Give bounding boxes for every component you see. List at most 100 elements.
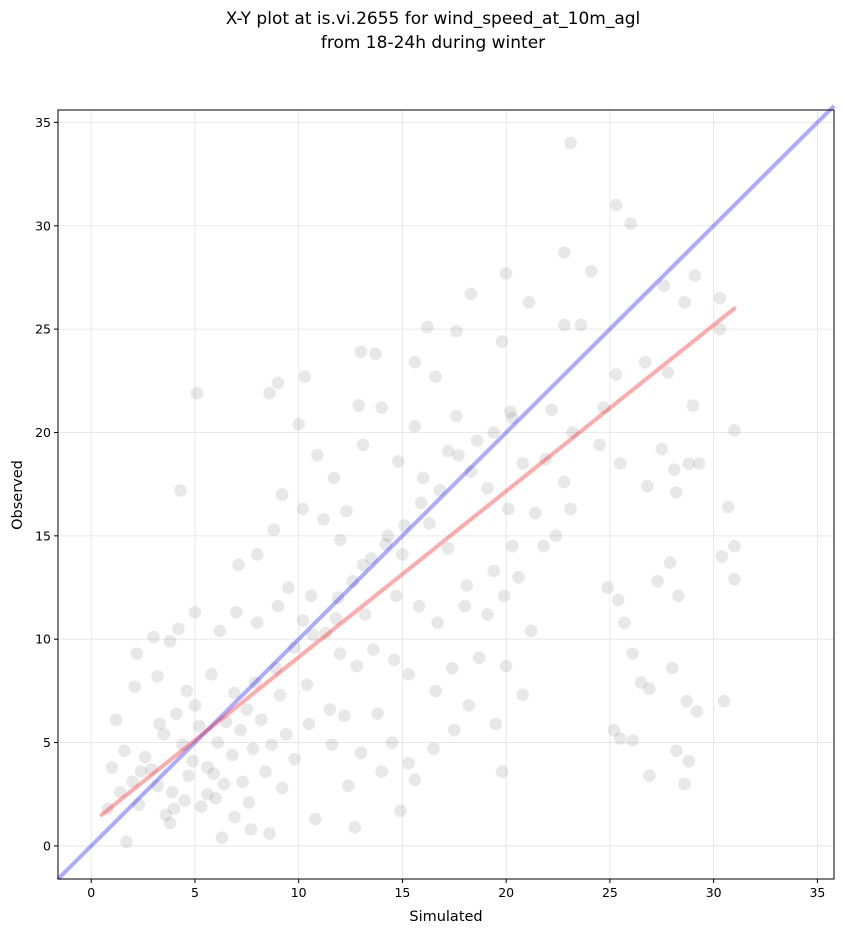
scatter-point (113, 785, 127, 799)
scatter-point (516, 457, 530, 470)
scatter-point (396, 548, 409, 561)
scatter-point (296, 614, 310, 627)
scatter-point (524, 624, 538, 638)
scatter-point (460, 579, 474, 592)
scatter-point (348, 821, 362, 834)
scatter-point (215, 831, 229, 844)
scatter-point (304, 589, 318, 603)
scatter-point (207, 767, 220, 780)
scatter-point (450, 409, 463, 423)
x-axis-ticks: 0 5 10 15 20 25 30 35 (87, 879, 825, 900)
scatter-point (358, 608, 372, 621)
scatter-point (217, 777, 231, 791)
scatter-point (721, 500, 735, 514)
scatter-point (667, 463, 681, 476)
scatter-point (225, 748, 239, 762)
scatter-point (497, 589, 511, 603)
scatter-point (105, 761, 119, 774)
scatter-point (182, 769, 196, 782)
scatter-point (717, 694, 731, 708)
scatter-point (371, 707, 384, 720)
scatter-point (352, 399, 366, 412)
x-tick-label: 35 (809, 885, 825, 900)
scatter-point (613, 732, 627, 745)
scatter-point (387, 653, 401, 667)
scatter-point (655, 442, 669, 456)
scatter-point (288, 752, 301, 766)
scatter-point (169, 707, 183, 720)
scatter-point (626, 734, 640, 747)
scatter-point (433, 484, 447, 497)
scatter-point (356, 438, 370, 452)
scatter-point (234, 723, 247, 737)
scatter-point (528, 506, 542, 520)
scatter-point (282, 581, 295, 594)
chart-title: X-Y plot at is.vi.2655 for wind_speed_at… (226, 9, 641, 53)
scatter-point (319, 626, 332, 640)
scatter-point (537, 539, 550, 553)
y-tick-label: 25 (35, 322, 51, 337)
scatter-point (176, 738, 189, 751)
scatter-point (323, 703, 337, 716)
scatter-point (240, 703, 254, 716)
scatter-point (132, 798, 146, 811)
scatter-point (342, 779, 355, 793)
x-tick-label: 30 (706, 885, 722, 900)
scatter-point (412, 599, 426, 613)
scatter-point (263, 827, 276, 840)
scatter-point (236, 775, 249, 789)
scatter-point (163, 816, 177, 830)
scatter-points (101, 136, 741, 849)
scatter-point (346, 575, 359, 588)
scatter-point (429, 370, 442, 383)
scatter-point (356, 558, 370, 572)
scatter-point (147, 630, 160, 644)
scatter-point (329, 612, 343, 625)
scatter-point (423, 517, 436, 530)
scatter-point (611, 593, 625, 607)
grid-lines (58, 110, 834, 879)
scatter-point (255, 713, 268, 727)
scatter-point (557, 318, 571, 332)
scatter-point (458, 599, 471, 613)
scatter-point (651, 575, 664, 588)
scatter-point (394, 804, 407, 818)
chart-title-line-2: from 18-24h during winter (321, 33, 545, 53)
scatter-point (244, 823, 258, 836)
scatter-point (219, 715, 233, 729)
scatter-point (130, 647, 144, 660)
scatter-point (398, 519, 411, 532)
scatter-point (624, 217, 637, 230)
scatter-point (574, 318, 588, 332)
scatter-point (365, 552, 378, 565)
scatter-point (271, 376, 285, 390)
scatter-point (728, 572, 741, 586)
scatter-point (101, 802, 115, 816)
scatter-point (663, 556, 677, 570)
scatter-point (452, 448, 465, 462)
scatter-point (145, 763, 158, 776)
scatter-point (441, 541, 455, 555)
scatter-point (192, 719, 206, 733)
scatter-point (120, 835, 133, 849)
scatter-point (232, 558, 245, 572)
scatter-point (317, 513, 330, 526)
scatter-point (416, 471, 430, 485)
scatter-point (302, 717, 316, 731)
scatter-point (292, 417, 305, 431)
scatter-point (408, 355, 422, 369)
y-tick-label: 10 (35, 632, 51, 647)
scatter-point (504, 405, 517, 419)
scatter-point (369, 347, 382, 361)
scatter-point (128, 680, 142, 694)
identity-line (56, 104, 836, 881)
scatter-point (211, 736, 225, 749)
scatter-point (248, 676, 262, 689)
x-tick-label: 10 (291, 885, 307, 900)
scatter-point (273, 688, 287, 702)
scatter-point (118, 744, 131, 758)
scatter-point (682, 457, 696, 470)
scatter-point (167, 802, 181, 816)
scatter-point (516, 688, 530, 702)
scatter-point (408, 773, 422, 787)
